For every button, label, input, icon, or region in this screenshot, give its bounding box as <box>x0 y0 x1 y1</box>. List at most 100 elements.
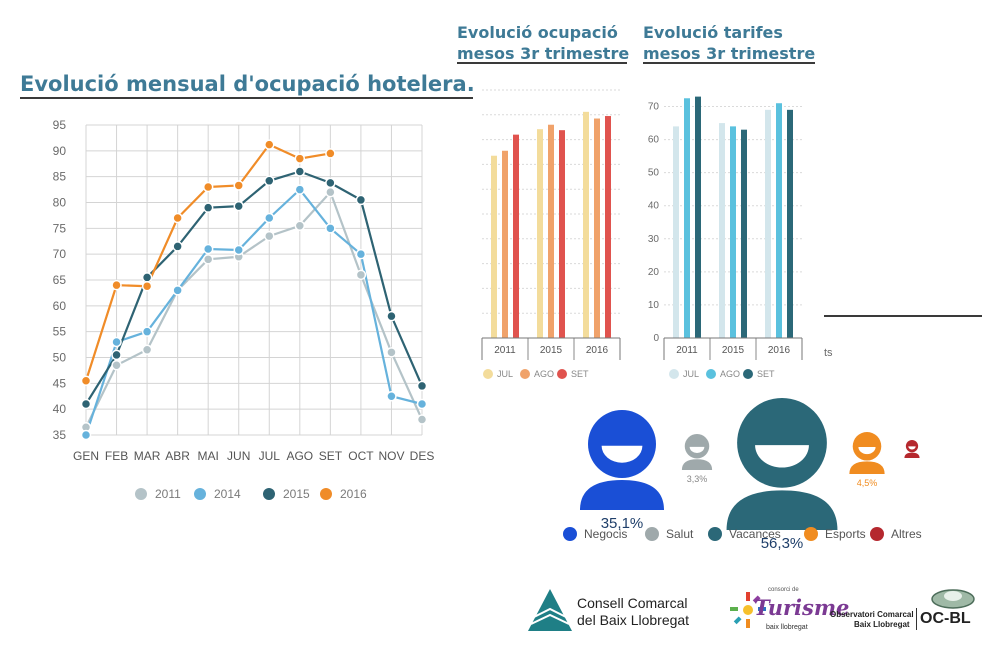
legend-item-JUL: JUL <box>483 369 513 379</box>
y-tick-label: 20 <box>648 267 660 278</box>
legend-item-vacances: Vacances <box>708 527 781 541</box>
y-tick-label: 50 <box>53 351 67 365</box>
x-tick-label: 2016 <box>586 345 609 356</box>
legend-label: 2014 <box>214 487 241 501</box>
legend-label: Esports <box>825 527 866 541</box>
data-point-2015 <box>264 175 275 187</box>
legend-swatch <box>135 488 147 500</box>
x-tick-label: JUL <box>259 449 281 463</box>
legend-item-2011: 2011 <box>135 487 181 501</box>
consell-comarcal-logo: Consell Comarcal del Baix Llobregat <box>528 585 708 633</box>
data-point-2014 <box>264 212 275 224</box>
y-tick-label: 45 <box>53 376 67 390</box>
observatori-logo: Observatori Comarcal Baix Llobregat OC-B… <box>830 588 980 634</box>
legend-label: JUL <box>683 369 699 379</box>
data-point-2015 <box>325 177 336 189</box>
data-point-2016 <box>80 375 92 386</box>
data-point-2014 <box>416 398 428 410</box>
travel-reason-pictogram: 35,1% 3,3% 56,3% 4,5% Negocis Salut Vacances Es… <box>563 398 922 552</box>
legend-item-AGO: AGO <box>706 369 740 379</box>
turisme-logo: consorci de Turisme baix llobregat <box>728 585 849 635</box>
data-point-2015 <box>172 241 183 252</box>
legend-label: JUL <box>497 369 513 379</box>
person-icon-salut <box>681 434 713 470</box>
person-icon-altres <box>904 440 920 458</box>
observatori-line-1: Observatori Comarcal <box>830 610 914 619</box>
data-point-2015 <box>141 272 153 283</box>
y-tick-label: 40 <box>53 402 67 416</box>
legend-swatch <box>708 527 722 541</box>
legend-item-negocis: Negocis <box>563 527 627 541</box>
legend-label: Salut <box>666 527 694 541</box>
bar-2015-AGO <box>548 124 554 338</box>
legend-label: 2011 <box>155 487 181 501</box>
data-point-2014 <box>325 223 336 234</box>
legend-swatch <box>563 527 577 541</box>
data-point-2014 <box>386 391 397 402</box>
data-point-2014 <box>141 326 153 337</box>
data-point-2011 <box>325 186 336 198</box>
y-tick-label: 70 <box>648 102 660 113</box>
person-icon-esports <box>849 432 885 474</box>
legend-label: Altres <box>891 527 922 541</box>
tariffs-title-underline <box>643 62 815 64</box>
x-tick-label: 2015 <box>722 345 745 356</box>
data-point-2014 <box>80 429 92 441</box>
x-tick-label: DES <box>410 449 435 463</box>
main-chart-title: Evolució mensual d'ocupació hotelera. <box>20 72 475 96</box>
x-tick-label: JUN <box>227 449 250 463</box>
bar-2011-SET <box>695 96 701 338</box>
series-line-2011 <box>85 190 424 428</box>
x-tick-label: AGO <box>286 449 313 463</box>
data-point-2011 <box>294 220 306 231</box>
turisme-top-text: consorci de <box>768 587 799 593</box>
bar-2011-AGO <box>684 98 690 338</box>
observatori-lens-icon <box>931 589 975 609</box>
legend-item-JUL: JUL <box>669 369 699 379</box>
y-tick-label: 40 <box>648 201 660 212</box>
data-point-2015 <box>233 200 244 212</box>
legend-swatch <box>483 369 493 379</box>
value-label-vacances: 56,3% <box>761 535 804 552</box>
data-point-2014 <box>202 243 214 255</box>
data-point-2011 <box>386 347 397 358</box>
x-tick-label: 2015 <box>540 345 563 356</box>
data-point-2014 <box>294 184 306 195</box>
value-label-negocis: 35,1% <box>601 515 644 532</box>
data-point-2014 <box>233 244 244 256</box>
data-point-2015 <box>294 166 306 177</box>
bar-2015-JUL <box>719 123 725 338</box>
legend-item-AGO: AGO <box>520 369 554 379</box>
legend-swatch <box>520 369 530 379</box>
legend-item-2016: 2016 <box>320 487 367 501</box>
data-point-2014 <box>172 285 183 296</box>
y-tick-label: 65 <box>53 273 67 287</box>
data-point-2016 <box>111 279 122 291</box>
y-tick-label: 70 <box>53 247 67 261</box>
x-tick-label: NOV <box>378 449 404 463</box>
legend-swatch <box>870 527 884 541</box>
data-point-2015 <box>111 349 122 361</box>
data-point-2016 <box>172 212 183 224</box>
legend-item-salut: Salut <box>645 527 694 541</box>
legend-swatch <box>320 488 332 500</box>
y-tick-label: 50 <box>648 168 660 179</box>
bar-2016-AGO <box>594 118 600 338</box>
bar-2016-JUL <box>765 109 771 338</box>
legend-item-SET: SET <box>557 369 589 379</box>
legend-label: Negocis <box>584 527 627 541</box>
data-point-2016 <box>294 153 306 164</box>
series-line-2015 <box>85 170 424 405</box>
data-point-2016 <box>202 181 214 193</box>
y-tick-label: 95 <box>53 118 67 132</box>
bar-2016-SET <box>605 116 611 338</box>
x-tick-label: GEN <box>73 449 99 463</box>
x-tick-label: FEB <box>105 449 128 463</box>
data-point-2015 <box>355 194 367 206</box>
legend-swatch <box>669 369 679 379</box>
occupancy-bar-chart: 2011 2015 2016 JUL AGO SET <box>481 89 621 379</box>
fragment-text: ts <box>824 347 833 359</box>
y-tick-label: 55 <box>53 325 67 339</box>
x-tick-label: 2011 <box>494 345 516 356</box>
y-tick-label: 0 <box>653 333 659 344</box>
